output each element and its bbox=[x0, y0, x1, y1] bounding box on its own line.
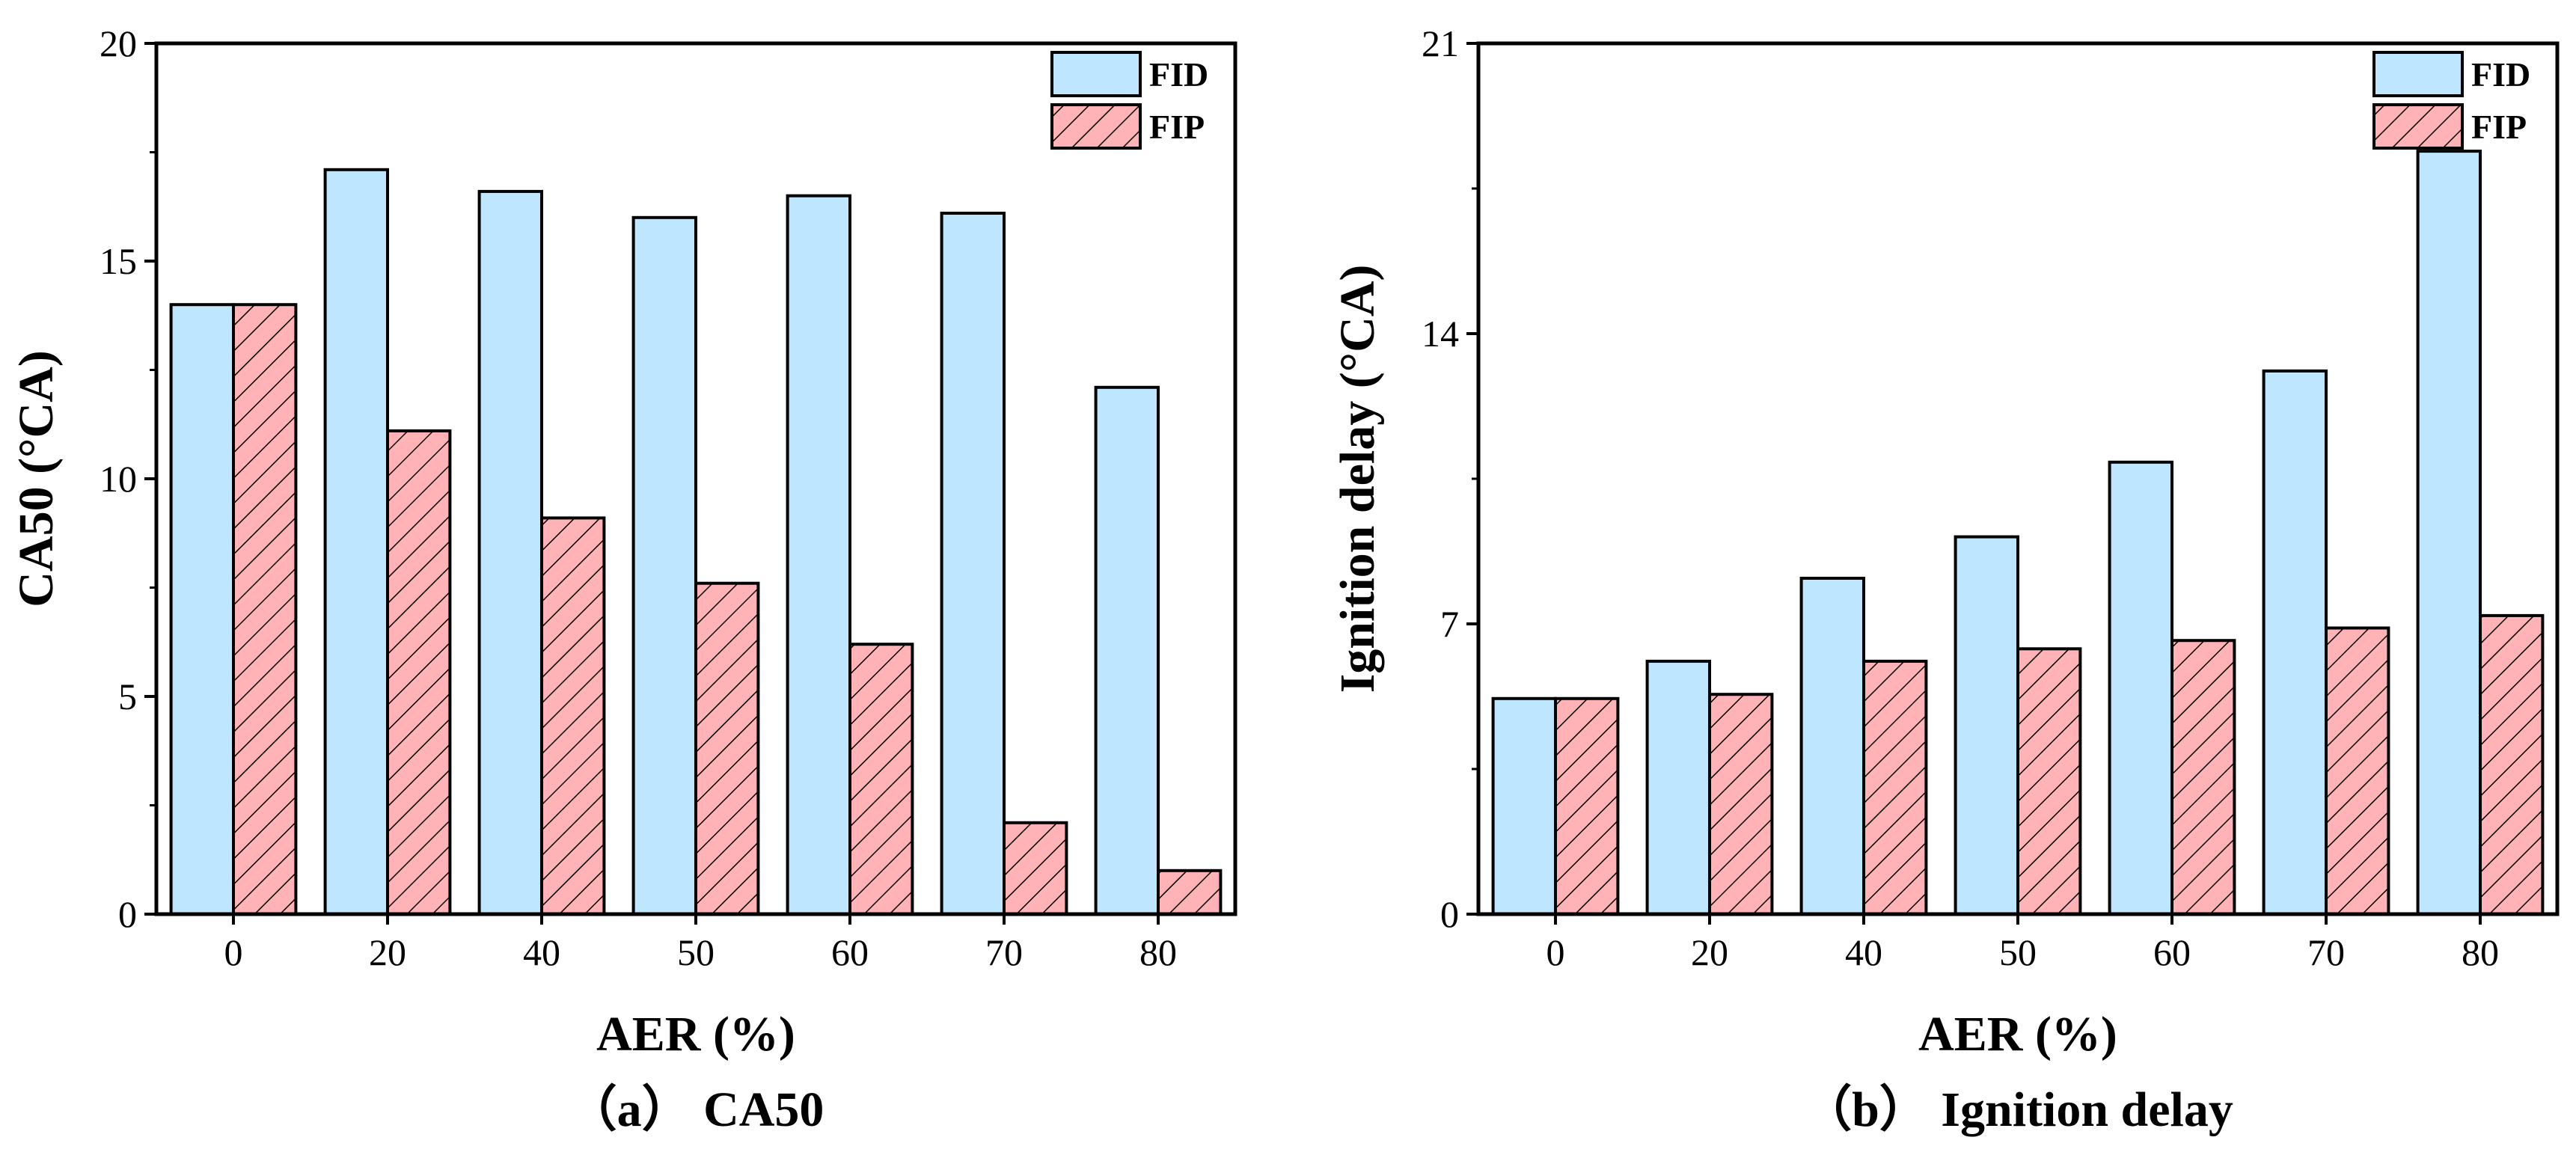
bar-fip-20 bbox=[1708, 693, 1774, 916]
y-axis-title: Ignition delay (°CA) bbox=[1330, 265, 1385, 693]
x-tick-label: 60 bbox=[831, 931, 869, 973]
y-axis-title: CA50 (°CA) bbox=[9, 350, 64, 607]
x-tick-label: 80 bbox=[2462, 931, 2499, 973]
bar-fip-60 bbox=[2170, 639, 2236, 916]
bar-fid-50 bbox=[631, 215, 697, 916]
y-tick-label: 14 bbox=[1422, 313, 1459, 355]
bar-fid-40 bbox=[1799, 577, 1866, 916]
legend: FID FIP bbox=[2372, 51, 2530, 150]
bar-fid-0 bbox=[169, 303, 236, 916]
x-axis-title: AER (%) bbox=[1918, 1007, 2117, 1062]
x-tick-label: 20 bbox=[1691, 931, 1728, 973]
y-tick-label: 0 bbox=[118, 893, 137, 935]
legend-swatch-fip bbox=[2372, 103, 2464, 150]
y-tick-label: 5 bbox=[118, 676, 137, 717]
x-tick-label: 70 bbox=[985, 931, 1023, 973]
legend-label-fip: FIP bbox=[1149, 108, 1205, 146]
x-tick-label: 80 bbox=[1139, 931, 1177, 973]
x-tick-label: 50 bbox=[677, 931, 715, 973]
x-tick-label: 20 bbox=[369, 931, 406, 973]
bar-fip-0 bbox=[232, 303, 298, 916]
bar-fip-60 bbox=[848, 643, 914, 916]
bar-fid-60 bbox=[786, 194, 851, 916]
chart-panel-a: 0 5 10 15 20 0 20 40 50 60 70 80 AER (%) CA50 (°CA) （a… bbox=[9, 22, 1237, 1137]
bar-fip-70 bbox=[1003, 821, 1068, 916]
x-tick-label: 40 bbox=[523, 931, 560, 973]
legend-swatch-fid bbox=[1050, 51, 1142, 97]
legend-label-fid: FID bbox=[1149, 55, 1208, 94]
bar-fid-20 bbox=[1645, 659, 1712, 916]
bar-fip-50 bbox=[2016, 647, 2082, 916]
bar-fid-70 bbox=[2262, 369, 2328, 916]
y-tick-label: 7 bbox=[1440, 603, 1459, 645]
x-tick-label: 50 bbox=[1999, 931, 2037, 973]
bar-fip-40 bbox=[540, 516, 606, 916]
x-tick-label: 60 bbox=[2153, 931, 2191, 973]
bar-fid-40 bbox=[477, 189, 543, 916]
bar-fip-50 bbox=[694, 581, 760, 916]
legend-swatch-fip bbox=[1050, 103, 1142, 150]
y-tick-label: 20 bbox=[100, 22, 137, 64]
y-tick-label: 21 bbox=[1422, 22, 1459, 64]
bar-fip-80 bbox=[2479, 613, 2545, 916]
legend-label-fip: FIP bbox=[2471, 108, 2527, 146]
panel-caption: （a） CA50 bbox=[568, 1082, 824, 1137]
legend: FID FIP bbox=[1050, 51, 1208, 150]
bar-fip-40 bbox=[1862, 659, 1928, 916]
y-tick-label: 0 bbox=[1440, 893, 1459, 935]
bar-fid-80 bbox=[1094, 385, 1160, 916]
bar-fip-70 bbox=[2325, 626, 2390, 916]
y-tick-label: 15 bbox=[100, 240, 137, 282]
panel-caption: （b） Ignition delay bbox=[1802, 1082, 2233, 1137]
x-tick-label: 0 bbox=[224, 931, 243, 973]
bar-fid-0 bbox=[1491, 696, 1557, 916]
bar-fid-20 bbox=[323, 168, 390, 916]
x-tick-label: 70 bbox=[2307, 931, 2345, 973]
bar-fip-0 bbox=[1554, 696, 1620, 916]
legend-label-fid: FID bbox=[2471, 55, 2530, 94]
bar-fip-20 bbox=[386, 429, 452, 916]
x-axis-title: AER (%) bbox=[596, 1007, 795, 1062]
legend-swatch-fid bbox=[2372, 51, 2464, 97]
bar-fid-50 bbox=[1954, 535, 2020, 916]
bar-fid-70 bbox=[940, 212, 1006, 916]
x-tick-label: 0 bbox=[1546, 931, 1565, 973]
bar-fid-60 bbox=[2108, 460, 2174, 916]
bar-fid-80 bbox=[2416, 150, 2482, 916]
chart-panel-b: 0 7 14 21 0 20 40 50 60 70 80 AER (%) Ignition delay… bbox=[1330, 22, 2560, 1137]
y-tick-label: 10 bbox=[100, 458, 137, 500]
x-tick-label: 40 bbox=[1845, 931, 1882, 973]
bar-fip-80 bbox=[1157, 869, 1223, 916]
